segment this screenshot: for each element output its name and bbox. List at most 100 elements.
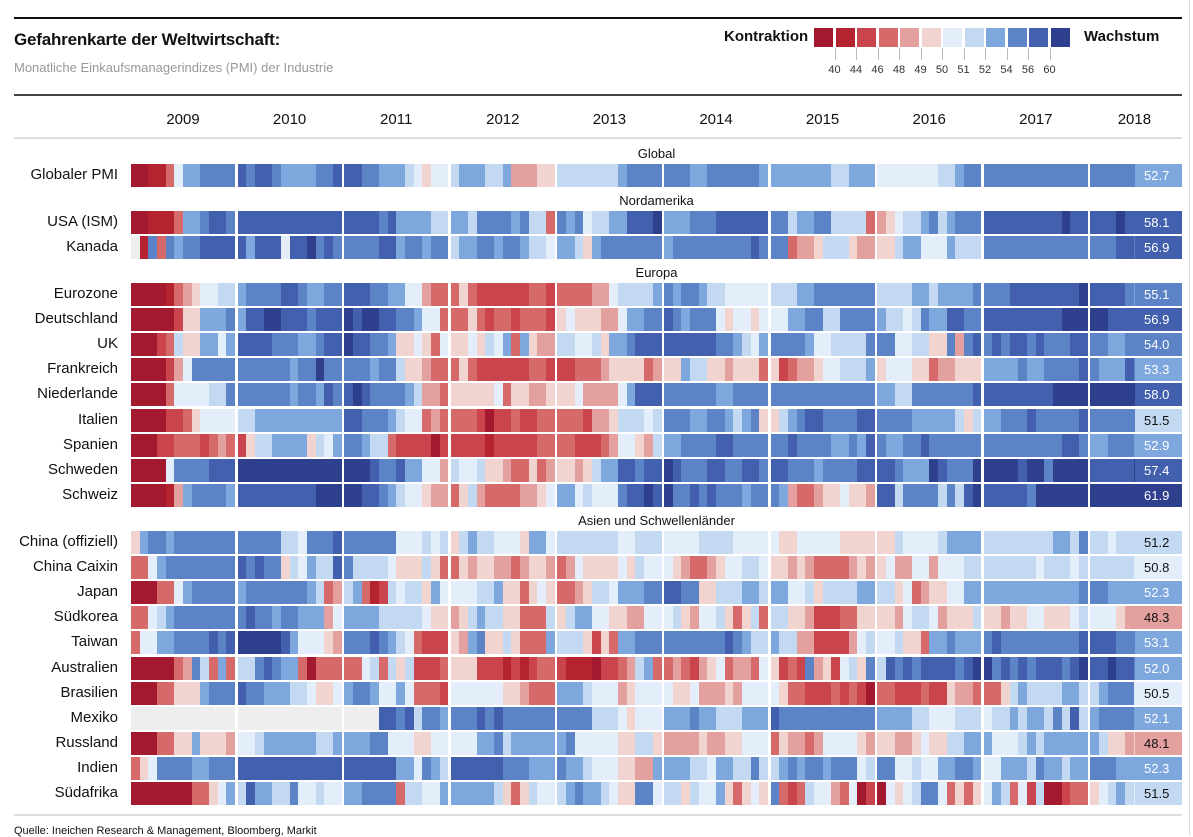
heatmap-cell xyxy=(609,236,619,260)
heatmap-cell xyxy=(1035,556,1045,580)
heatmap-cell xyxy=(779,581,789,605)
heatmap-cell xyxy=(537,606,547,630)
heatmap-cell xyxy=(209,458,218,482)
heatmap-cell xyxy=(911,756,921,780)
heatmap-cell xyxy=(494,681,504,705)
heatmap-cell xyxy=(742,731,751,755)
heatmap-cell xyxy=(1044,706,1054,730)
heatmap-cell xyxy=(468,706,478,730)
heatmap-cell xyxy=(813,782,823,805)
heatmap-cell xyxy=(716,681,725,705)
heatmap-cell xyxy=(511,556,521,580)
heatmap-cell xyxy=(672,531,682,554)
heatmap-cell xyxy=(848,681,858,705)
heatmap-cell xyxy=(1044,581,1054,605)
heatmap-cell xyxy=(813,631,823,655)
heatmap-cell xyxy=(298,358,308,382)
heatmap-cell xyxy=(690,782,699,805)
legend-tick xyxy=(899,48,900,60)
heatmap-cell xyxy=(920,433,930,457)
heatmap-cell xyxy=(929,408,939,432)
heatmap-cell xyxy=(911,606,921,630)
heatmap-cell xyxy=(272,556,282,580)
heatmap-cell xyxy=(557,606,567,630)
heatmap-cell xyxy=(946,782,956,805)
heatmap-cell xyxy=(528,308,538,332)
heatmap-cell xyxy=(183,308,192,332)
heatmap-cell xyxy=(644,556,654,580)
heatmap-cell xyxy=(298,308,308,332)
heatmap-cell xyxy=(1009,164,1019,187)
heatmap-cell xyxy=(609,756,619,780)
heatmap-cell xyxy=(1079,211,1089,234)
heatmap-cell xyxy=(378,756,388,780)
heatmap-cell xyxy=(796,211,806,234)
heatmap-cell xyxy=(528,731,538,755)
heatmap-cell xyxy=(422,458,432,482)
heatmap-cell xyxy=(1035,782,1045,805)
heatmap-cell xyxy=(1090,606,1100,630)
heatmap-cell xyxy=(626,236,636,260)
heatmap-cell xyxy=(672,408,682,432)
heatmap-cell xyxy=(557,581,567,605)
heatmap-cell xyxy=(413,483,423,507)
heatmap-cell xyxy=(396,731,406,755)
heatmap-cell xyxy=(502,706,512,730)
heatmap-cell xyxy=(672,433,682,457)
heatmap-cell xyxy=(413,408,423,432)
heatmap-cell xyxy=(983,606,993,630)
heatmap-cell xyxy=(485,531,495,554)
heatmap-cell xyxy=(1035,706,1045,730)
heatmap-cell xyxy=(422,333,432,357)
heatmap-cell xyxy=(698,408,708,432)
heatmap-cell xyxy=(652,631,662,655)
heatmap-cell xyxy=(566,531,576,554)
heatmap-cell xyxy=(770,483,780,507)
heatmap-cell xyxy=(157,483,166,507)
heatmap-cell xyxy=(600,308,610,332)
heatmap-cell xyxy=(165,706,175,730)
heatmap-cell xyxy=(742,782,751,805)
heatmap-cell xyxy=(750,358,760,382)
heatmap-cell xyxy=(698,308,708,332)
heatmap-cell xyxy=(324,483,334,507)
heatmap-cell xyxy=(404,531,414,554)
heatmap-cell xyxy=(494,756,504,780)
heatmap-cell xyxy=(1027,606,1037,630)
legend-swatch xyxy=(921,28,941,47)
heatmap-cell xyxy=(813,706,823,730)
heatmap-cell xyxy=(1099,358,1109,382)
heatmap-cell xyxy=(396,606,406,630)
heatmap-cell xyxy=(885,308,895,332)
heatmap-cell xyxy=(272,433,282,457)
section-label: Asien und Schwellenländer xyxy=(578,513,735,528)
heatmap-cell xyxy=(733,581,743,605)
heatmap-cell xyxy=(574,458,584,482)
heatmap-cell xyxy=(237,483,247,507)
heatmap-cell xyxy=(831,782,841,805)
heatmap-cell xyxy=(1001,731,1011,755)
heatmap-cell xyxy=(1079,681,1089,705)
heatmap-cell xyxy=(1009,458,1019,482)
heatmap-cell xyxy=(972,308,982,332)
heatmap-cell xyxy=(430,606,440,630)
heatmap-cell xyxy=(280,408,290,432)
heatmap-cell xyxy=(1090,383,1100,407)
heatmap-cell xyxy=(546,681,556,705)
heatmap-cell xyxy=(690,483,699,507)
heatmap-cell xyxy=(1044,283,1054,306)
heatmap-cell xyxy=(992,433,1002,457)
heatmap-cell xyxy=(378,433,388,457)
heatmap-cell xyxy=(929,308,939,332)
heatmap-cell xyxy=(1027,408,1037,432)
heatmap-cell xyxy=(903,408,913,432)
heatmap-cell xyxy=(1090,333,1100,357)
heatmap-cell xyxy=(289,756,299,780)
heatmap-cell xyxy=(813,483,823,507)
heatmap-cell xyxy=(672,164,682,187)
heatmap-cell xyxy=(609,433,619,457)
heatmap-cell xyxy=(635,358,645,382)
heatmap-cell xyxy=(344,433,354,457)
heatmap-cell xyxy=(779,782,789,805)
heatmap-cell xyxy=(1099,681,1109,705)
